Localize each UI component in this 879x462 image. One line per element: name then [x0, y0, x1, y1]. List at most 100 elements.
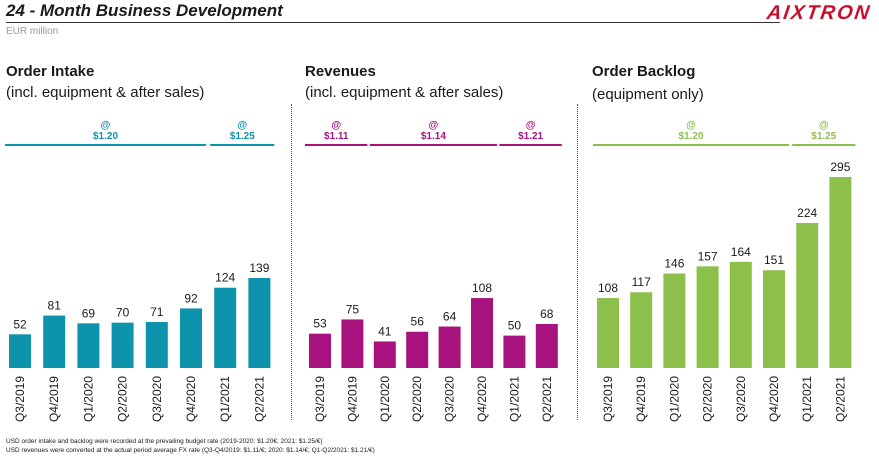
order-intake-bar: [180, 308, 202, 368]
page-title: 24 - Month Business Development: [6, 1, 283, 20]
order-intake-fx-rate: $1.25: [230, 131, 255, 142]
order-backlog-value-label: 108: [598, 281, 618, 295]
order-backlog-value-label: 295: [830, 160, 850, 174]
order-backlog-bar: [663, 273, 686, 368]
revenues-bar: [373, 341, 396, 368]
order-intake-bar: [214, 287, 237, 368]
order-intake-category-label: Q1/2021: [218, 376, 232, 422]
order-intake-fx-symbol: @: [101, 120, 111, 131]
revenues-bar: [471, 298, 493, 368]
revenues-value-label: 64: [443, 310, 457, 324]
order-intake-value-label: 52: [13, 317, 27, 331]
order-backlog-category-label: Q1/2021: [800, 376, 814, 422]
order-backlog-fx-symbol: @: [819, 120, 829, 131]
revenues-bar: [535, 323, 558, 368]
revenues-value-label: 108: [472, 281, 492, 295]
order-backlog-bar: [796, 222, 819, 368]
revenues-fx-rate: $1.11: [324, 131, 349, 142]
order-backlog-value-label: 146: [664, 256, 684, 270]
order-backlog-value-label: 164: [731, 245, 751, 259]
revenues-category-label: Q1/2021: [507, 376, 521, 422]
order-backlog-value-label: 224: [797, 206, 817, 220]
revenues-category-label: Q1/2020: [378, 376, 392, 422]
revenues-bar: [406, 331, 429, 368]
order-backlog-title: Order Backlog: [592, 63, 696, 80]
order-intake-bar: [9, 334, 31, 368]
revenues-value-label: 75: [346, 302, 360, 316]
revenues-fx-rate: $1.14: [421, 131, 446, 142]
revenues-subtitle: (incl. equipment & after sales): [305, 84, 504, 101]
revenues-value-label: 41: [378, 324, 392, 338]
order-intake-category-label: Q4/2019: [47, 376, 61, 422]
revenues-fx-rate: $1.21: [518, 131, 543, 142]
revenues-bar: [341, 319, 364, 368]
order-intake-title: Order Intake: [6, 63, 95, 80]
order-intake-bar: [43, 315, 66, 368]
order-intake-bar: [77, 323, 100, 368]
order-backlog-bar: [763, 270, 785, 368]
unit-label: EUR million: [6, 26, 59, 37]
order-intake-value-label: 92: [184, 291, 198, 305]
order-intake-value-label: 69: [82, 306, 96, 320]
order-intake-value-label: 71: [150, 305, 164, 319]
order-backlog-category-label: Q4/2019: [634, 376, 648, 422]
order-backlog-category-label: Q4/2020: [767, 376, 781, 422]
order-backlog-category-label: Q3/2020: [734, 376, 748, 422]
revenues-value-label: 68: [540, 307, 554, 321]
order-intake-value-label: 124: [215, 271, 235, 285]
order-backlog-bar: [696, 266, 719, 368]
revenues-category-label: Q4/2020: [475, 376, 489, 422]
revenues-value-label: 50: [508, 319, 522, 333]
order-backlog-subtitle: (equipment only): [592, 86, 704, 103]
revenues-bar: [503, 335, 526, 368]
title-underline: [6, 22, 780, 23]
revenues-bar: [309, 333, 331, 368]
order-backlog-fx-symbol: @: [686, 120, 696, 131]
order-backlog-category-label: Q2/2020: [701, 376, 715, 422]
order-intake-bar: [145, 322, 168, 368]
revenues-category-label: Q3/2020: [443, 376, 457, 422]
order-intake-value-label: 81: [48, 299, 62, 313]
revenues-bar: [438, 326, 461, 368]
footnote-1: USD order intake and backlog were record…: [6, 438, 323, 445]
order-backlog-fx-rate: $1.20: [678, 131, 703, 142]
order-intake-value-label: 139: [249, 261, 269, 275]
order-backlog-category-label: Q3/2019: [601, 376, 615, 422]
order-backlog-value-label: 117: [632, 275, 651, 289]
revenues-category-label: Q3/2019: [313, 376, 327, 422]
revenues-fx-symbol: @: [429, 120, 439, 131]
revenues-value-label: 56: [411, 315, 425, 329]
panel-divider-1: [291, 104, 292, 420]
revenues-fx-symbol: @: [526, 120, 536, 131]
order-backlog-bar: [829, 177, 852, 368]
revenues-category-label: Q4/2019: [345, 376, 359, 422]
order-intake-category-label: Q1/2020: [81, 376, 95, 422]
order-intake-fx-rate: $1.20: [93, 131, 118, 142]
footnote-2: USD revenues were converted at the actua…: [6, 447, 375, 454]
order-intake-category-label: Q2/2020: [116, 376, 130, 422]
revenues-category-label: Q2/2021: [540, 376, 554, 422]
order-backlog-bar: [729, 261, 752, 368]
order-backlog-fx-rate: $1.25: [811, 131, 836, 142]
panel-divider-2: [577, 104, 578, 420]
revenues-category-label: Q2/2020: [410, 376, 424, 422]
order-intake-bar: [111, 322, 134, 368]
order-backlog-value-label: 157: [698, 249, 718, 263]
order-intake-fx-symbol: @: [237, 120, 247, 131]
revenues-fx-symbol: @: [331, 120, 341, 131]
order-intake-category-label: Q2/2021: [252, 376, 266, 422]
order-backlog-bar: [630, 292, 653, 368]
order-intake-value-label: 70: [116, 306, 130, 320]
order-backlog-category-label: Q2/2021: [833, 376, 847, 422]
revenues-title: Revenues: [305, 63, 376, 80]
order-intake-subtitle: (incl. equipment & after sales): [6, 84, 205, 101]
revenues-value-label: 53: [313, 317, 327, 331]
order-intake-category-label: Q4/2020: [184, 376, 198, 422]
order-backlog-bar: [597, 298, 619, 368]
order-backlog-category-label: Q1/2020: [667, 376, 681, 422]
order-backlog-value-label: 151: [764, 253, 784, 267]
order-intake-category-label: Q3/2019: [13, 376, 27, 422]
order-intake-bar: [248, 278, 271, 368]
order-intake-category-label: Q3/2020: [150, 376, 164, 422]
